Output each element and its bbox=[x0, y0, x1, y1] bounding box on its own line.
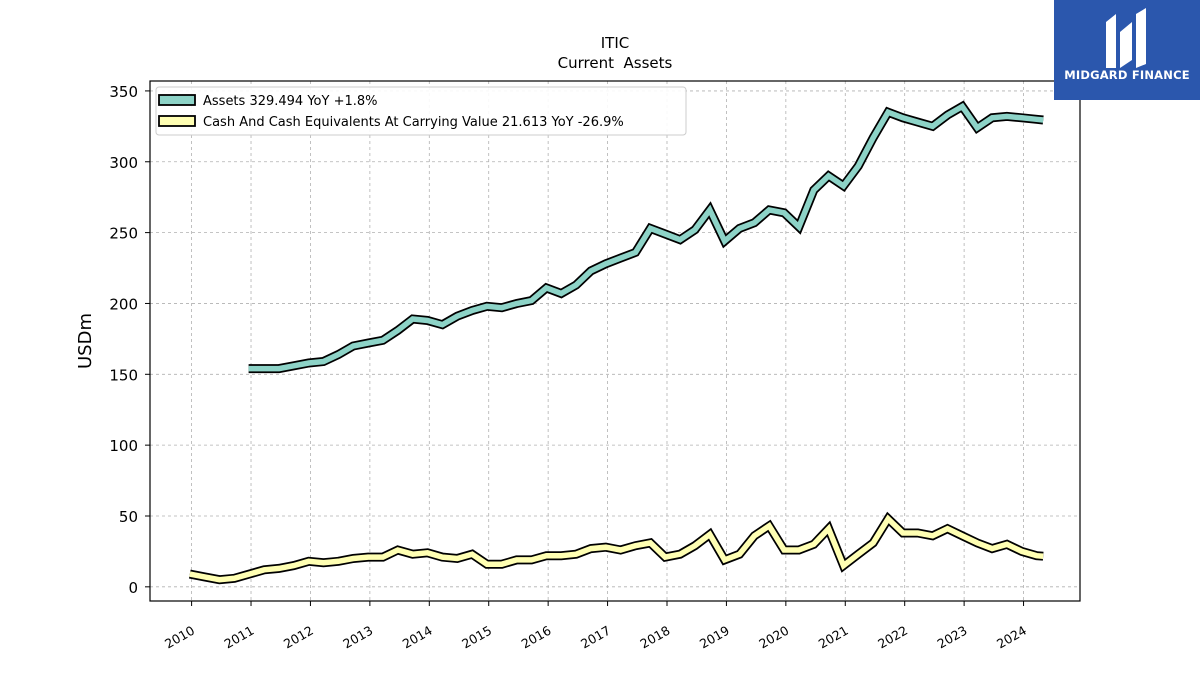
x-tick-label: 2018 bbox=[637, 623, 672, 652]
x-tick-label: 2020 bbox=[756, 623, 791, 652]
x-tick-label: 2021 bbox=[816, 623, 851, 652]
y-tick-label: 50 bbox=[119, 508, 138, 526]
legend-label: Cash And Cash Equivalents At Carrying Va… bbox=[203, 115, 624, 130]
legend: Assets 329.494 YoY +1.8% Cash And Cash Eq… bbox=[155, 86, 687, 136]
y-tick-label: 100 bbox=[109, 437, 138, 455]
legend-box bbox=[155, 86, 687, 136]
midgard-logo-icon bbox=[1106, 8, 1146, 68]
x-tick-label: 2014 bbox=[400, 623, 435, 652]
x-axis-ticks: 2010 2011 2012 2013 2014 2015 2016 2017 2018 2019… bbox=[162, 601, 1029, 652]
chart-subtitle: Current Assets bbox=[558, 54, 673, 72]
x-tick-label: 2017 bbox=[578, 623, 613, 652]
x-tick-label: 2013 bbox=[340, 623, 375, 652]
x-tick-label: 2015 bbox=[459, 623, 494, 652]
x-tick-label: 2019 bbox=[697, 623, 732, 652]
y-tick-label: 300 bbox=[109, 154, 138, 172]
x-tick-label: 2022 bbox=[875, 623, 910, 652]
chart-title: ITIC bbox=[601, 34, 629, 52]
legend-swatch bbox=[158, 94, 196, 106]
series-layer bbox=[188, 100, 1044, 585]
grid-lines bbox=[150, 81, 1080, 601]
brand-name: MIDGARD FINANCE bbox=[1064, 68, 1190, 82]
y-axis-label: USDm bbox=[75, 313, 96, 369]
x-tick-label: 2024 bbox=[994, 623, 1029, 652]
x-tick-label: 2016 bbox=[519, 623, 554, 652]
x-tick-label: 2010 bbox=[162, 623, 197, 652]
y-axis-ticks: 0 50 100 150 200 250 300 350 bbox=[109, 83, 150, 597]
series-line bbox=[189, 514, 1044, 583]
y-tick-label: 0 bbox=[128, 579, 138, 597]
y-tick-label: 200 bbox=[109, 295, 138, 313]
legend-swatch bbox=[158, 115, 196, 127]
series-line bbox=[248, 102, 1044, 372]
x-tick-label: 2011 bbox=[221, 623, 256, 652]
plot-frame bbox=[149, 80, 1081, 602]
x-tick-label: 2023 bbox=[935, 623, 970, 652]
x-tick-label: 2012 bbox=[281, 623, 316, 652]
legend-label: Assets 329.494 YoY +1.8% bbox=[203, 94, 378, 109]
y-tick-label: 150 bbox=[109, 366, 138, 384]
y-tick-label: 350 bbox=[109, 83, 138, 101]
y-tick-label: 250 bbox=[109, 225, 138, 243]
